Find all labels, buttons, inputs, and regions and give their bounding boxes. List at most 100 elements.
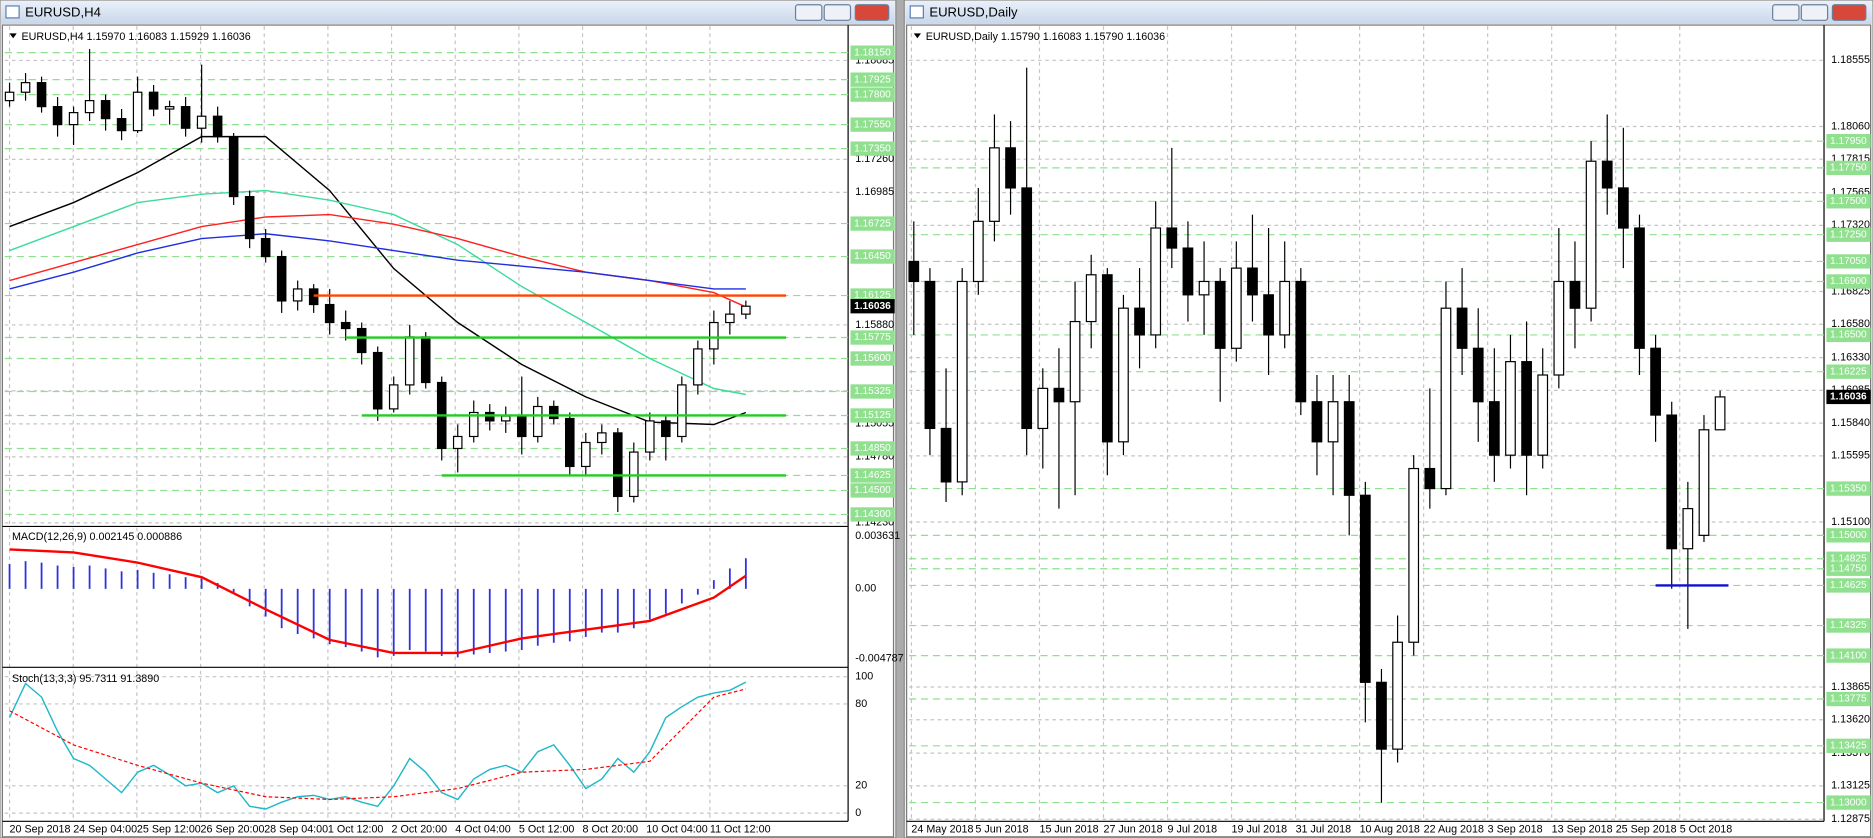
date-label: 24 Sep 04:00	[73, 823, 137, 835]
level-label: 1.17350	[854, 143, 891, 154]
level-label-box	[850, 45, 895, 60]
stoch-header: Stoch(13,3,3) 95.7311 91.3890	[12, 673, 159, 685]
candle-body	[196, 115, 207, 129]
candle-body	[244, 195, 255, 240]
candle-body	[1666, 414, 1678, 550]
candle-body	[1617, 187, 1629, 229]
price-tick-label: 1.16580	[1831, 318, 1870, 330]
level-label: 1.16125	[854, 290, 891, 301]
date-label: 5 Jun 2018	[975, 823, 1028, 835]
price-tick-label: 1.16825	[1831, 285, 1870, 297]
candle-body	[468, 411, 479, 438]
candle-body	[180, 106, 191, 129]
candle-body	[420, 336, 431, 384]
candle-body	[164, 106, 175, 110]
candle-body	[1053, 387, 1065, 403]
level-label: 1.17050	[1830, 256, 1867, 267]
candle-body	[1343, 401, 1355, 496]
level-label: 1.14750	[1830, 563, 1867, 574]
level-label: 1.17925	[854, 74, 891, 85]
date-label: 31 Jul 2018	[1296, 823, 1352, 835]
date-label: 2 Oct 20:00	[392, 823, 448, 835]
date-label: 1 Oct 12:00	[328, 823, 384, 835]
chart-area	[906, 24, 1872, 838]
candle-body	[1295, 280, 1307, 403]
candle-body	[1472, 347, 1484, 403]
level-label: 1.15000	[1830, 530, 1867, 541]
candle-body	[989, 147, 1000, 222]
candle-body	[1505, 361, 1516, 456]
candle-body	[1553, 280, 1565, 376]
candle-body	[1537, 374, 1549, 456]
stoch-tick-label: 0	[855, 807, 861, 819]
level-label: 1.14325	[1830, 620, 1867, 631]
close-button[interactable]	[1831, 4, 1867, 21]
candle-body	[340, 321, 351, 330]
level-label: 1.15350	[1830, 483, 1867, 494]
date-label: 24 May 2018	[911, 823, 973, 835]
minimize-button[interactable]	[1772, 4, 1800, 21]
current-price-label: 1.16036	[854, 301, 891, 312]
price-tick-label: 1.17815	[1831, 153, 1870, 165]
candle-body	[260, 237, 271, 258]
level-label: 1.17500	[1830, 196, 1867, 207]
stoch-main	[8, 681, 747, 810]
candle-body	[725, 313, 735, 324]
level-label-box	[1826, 578, 1871, 593]
candle-body	[1569, 280, 1581, 309]
price-tick-label: 1.16985	[855, 186, 894, 198]
chart-area	[1, 24, 895, 838]
candle-body	[1424, 467, 1436, 490]
level-label: 1.16725	[854, 218, 891, 229]
date-label: 22 Aug 2018	[1424, 823, 1484, 835]
price-tick-label: 1.13125	[1831, 780, 1870, 792]
price-tick-label: 1.13865	[1831, 681, 1870, 693]
stoch-tick-label: 20	[855, 780, 867, 792]
level-label-box	[850, 483, 895, 498]
price-tick-label: 1.15595	[1831, 450, 1870, 462]
candle-body	[924, 280, 936, 430]
candle-body	[388, 384, 399, 410]
candle-body	[356, 327, 367, 354]
candle-body	[693, 348, 703, 386]
candle-body	[228, 136, 239, 198]
price-tick-label: 1.15840	[1831, 417, 1870, 429]
date-label: 4 Oct 04:00	[455, 823, 511, 835]
date-label: 3 Sep 2018	[1488, 823, 1543, 835]
maximize-button[interactable]	[1800, 4, 1829, 21]
date-label: 5 Oct 2018	[1680, 823, 1733, 835]
level-label: 1.14500	[854, 485, 891, 496]
level-label: 1.15125	[854, 410, 891, 421]
maximize-button[interactable]	[823, 4, 852, 21]
candle-body	[1166, 227, 1178, 249]
candle-body	[404, 336, 415, 386]
date-label: 27 Jun 2018	[1103, 823, 1162, 835]
candle-body	[1198, 280, 1210, 296]
level-label-box	[850, 468, 895, 483]
price-tick-label: 1.15880	[855, 319, 894, 331]
minimize-button[interactable]	[794, 4, 823, 21]
moving-average	[9, 189, 746, 396]
candle-body	[372, 351, 383, 410]
candle-body	[20, 82, 31, 93]
candle-body	[661, 420, 671, 438]
date-label: 5 Oct 12:00	[519, 823, 575, 835]
stoch-tick-label: 100	[855, 671, 873, 683]
macd-header: MACD(12,26,9) 0.002145 0.000886	[12, 531, 182, 543]
level-label: 1.16225	[1830, 366, 1867, 377]
level-label: 1.18150	[854, 47, 891, 58]
date-label: 20 Sep 2018	[10, 823, 71, 835]
stoch-tick-label: 80	[855, 698, 867, 710]
level-label-box	[850, 117, 895, 132]
candle-body	[1311, 401, 1323, 443]
candle-body	[212, 115, 223, 138]
candle-body	[1182, 247, 1194, 296]
candle-body	[148, 91, 159, 110]
level-label: 1.16450	[854, 251, 891, 262]
close-button[interactable]	[854, 4, 890, 21]
level-label-box	[1826, 274, 1871, 289]
price-tick-label: 1.18555	[1831, 54, 1870, 66]
level-label-box	[850, 72, 895, 87]
level-label: 1.16500	[1830, 330, 1867, 341]
